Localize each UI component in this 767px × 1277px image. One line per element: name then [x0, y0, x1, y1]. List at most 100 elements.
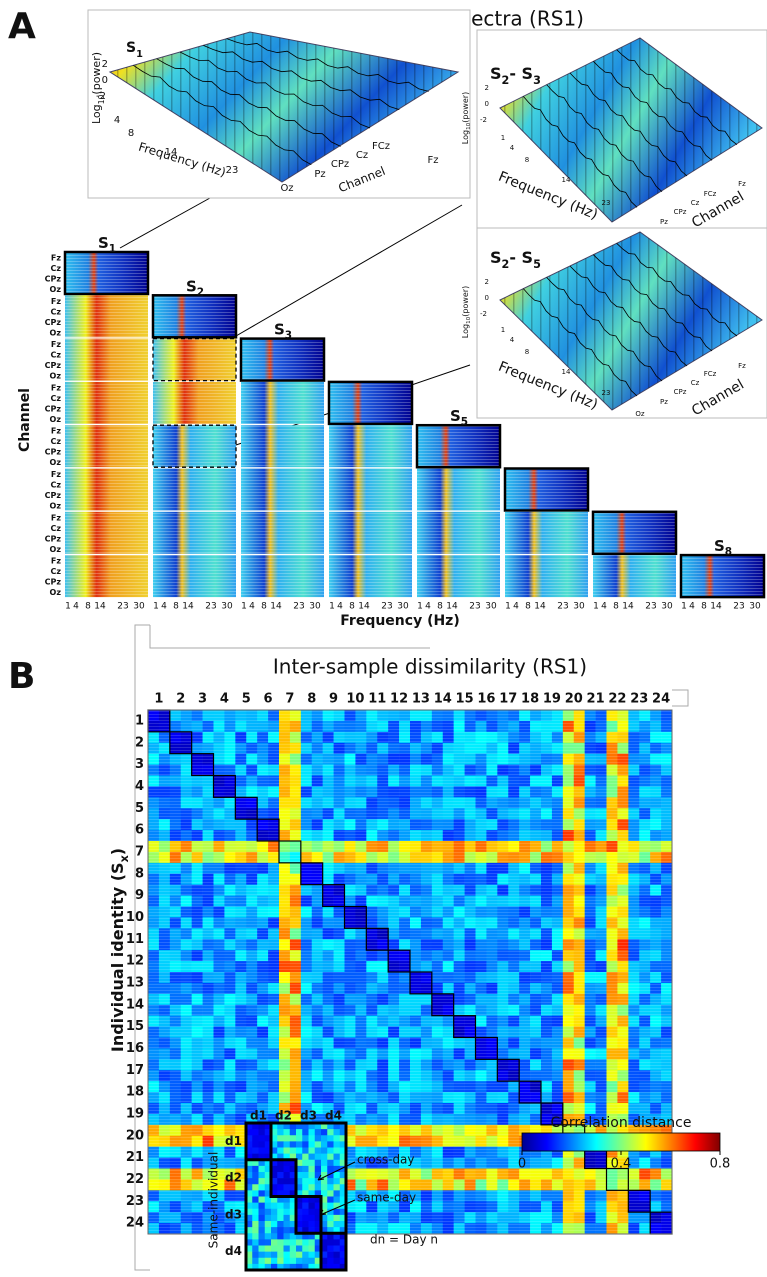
inset-cell	[252, 1215, 259, 1221]
tick-label: 23	[226, 165, 239, 176]
inset-cell	[302, 1178, 309, 1184]
channel-label: FCz	[704, 370, 717, 378]
y-tick-label: 15	[126, 1019, 144, 1034]
text-part: 1	[109, 243, 116, 255]
tick-label: 4	[510, 144, 515, 152]
inset-cell	[259, 1178, 266, 1184]
channel-label: Fz	[51, 557, 61, 566]
inset-cell	[327, 1197, 334, 1203]
channel-label: Oz	[50, 372, 62, 381]
text-part: S	[274, 320, 285, 338]
inset-cell	[284, 1129, 291, 1135]
inset-cell	[277, 1135, 284, 1141]
cell-texture	[153, 339, 236, 381]
x-tick-label: 3	[198, 692, 207, 707]
inset-cell	[277, 1209, 284, 1215]
axis-label: Same-individual	[207, 1152, 221, 1249]
panel-title: Inter-sample dissimilarity (RS1)	[273, 655, 587, 679]
cell-texture	[153, 469, 236, 511]
inset-cell	[265, 1203, 272, 1209]
inset-cell	[334, 1148, 341, 1154]
inset-cell	[309, 1148, 316, 1154]
inset-cell	[259, 1227, 266, 1233]
inset-cell	[334, 1129, 341, 1135]
day-label: d1	[250, 1109, 267, 1123]
inset-cell	[271, 1239, 278, 1245]
inset-cell	[252, 1148, 259, 1154]
inset-cell	[252, 1178, 259, 1184]
cell-texture	[153, 512, 236, 554]
cell-texture	[241, 555, 324, 597]
axis-label: Frequency (Hz)	[340, 613, 459, 629]
tick-label: 8	[128, 128, 134, 139]
text-part: 3	[533, 74, 541, 87]
inset-cell	[296, 1239, 303, 1245]
inset-cell	[252, 1190, 259, 1196]
inset-cell	[277, 1246, 284, 1252]
x-tick-label: 24	[652, 692, 670, 707]
x-tick-label: 7	[285, 692, 294, 707]
tick-label: -2	[480, 310, 487, 318]
inset-cell	[309, 1129, 316, 1135]
x-tick-label: 6	[264, 692, 273, 707]
inset-cell	[327, 1246, 334, 1252]
y-tick-label: 6	[135, 823, 144, 838]
day-label: d3	[300, 1109, 317, 1123]
y-tick-label: 12	[126, 954, 144, 969]
inset-cell	[309, 1160, 316, 1166]
inset-cell	[321, 1141, 328, 1147]
x-tick-label: 30	[221, 602, 233, 612]
cell-texture	[329, 382, 412, 424]
cell-texture	[153, 555, 236, 597]
x-tick-label: 1	[593, 602, 599, 612]
x-tick-label: 10	[346, 692, 364, 707]
inset-cell	[327, 1252, 334, 1258]
channel-label: CPz	[45, 491, 62, 500]
x-tick-label: 9	[329, 692, 338, 707]
inset-cell	[271, 1221, 278, 1227]
y-tick-label: 5	[135, 801, 144, 816]
inset-cell	[296, 1129, 303, 1135]
text-part: Individual identity (S	[108, 862, 127, 1052]
inset-cell	[302, 1166, 309, 1172]
inset-cell	[290, 1246, 297, 1252]
colorbar-tick-label: 0.8	[710, 1157, 731, 1172]
inset-cell	[334, 1221, 341, 1227]
x-tick-label: 30	[661, 602, 673, 612]
x-tick-label: 20	[565, 692, 583, 707]
x-tick-label: 14	[434, 692, 452, 707]
x-tick-label: 23	[293, 602, 304, 612]
cell-texture	[65, 469, 148, 511]
text-part: 2	[197, 286, 204, 298]
channel-label: CPz	[45, 448, 62, 457]
inset-cell	[259, 1172, 266, 1178]
annotation: same-day	[357, 1191, 416, 1205]
y-tick-label: 24	[126, 1216, 144, 1231]
inset-cell	[277, 1178, 284, 1184]
x-tick-label: 8	[613, 602, 619, 612]
inset-cell	[277, 1221, 284, 1227]
tick-label: -2	[96, 91, 106, 102]
inset-cell	[277, 1148, 284, 1154]
inset-cell	[315, 1141, 322, 1147]
channel-label: Cz	[691, 199, 700, 207]
text-part: S	[186, 277, 197, 295]
x-tick-label: 16	[477, 692, 495, 707]
text-part: 5	[461, 416, 468, 428]
inset-cell	[296, 1258, 303, 1264]
channel-label: Cz	[50, 394, 61, 403]
y-tick-label: 3	[135, 757, 144, 772]
day-label: d1	[225, 1134, 242, 1148]
text-part: 1	[136, 49, 143, 60]
x-tick-label: 4	[220, 692, 229, 707]
panel-label: A	[8, 6, 36, 47]
cell-texture	[329, 425, 412, 467]
cell-texture	[241, 512, 324, 554]
tick-label: -2	[480, 116, 487, 124]
inset-cell	[284, 1148, 291, 1154]
x-tick-label: 14	[270, 602, 282, 612]
day-label: d2	[225, 1171, 242, 1185]
channel-label: Oz	[50, 415, 62, 424]
x-tick-label: 4	[337, 602, 343, 612]
cell-texture	[505, 469, 588, 511]
